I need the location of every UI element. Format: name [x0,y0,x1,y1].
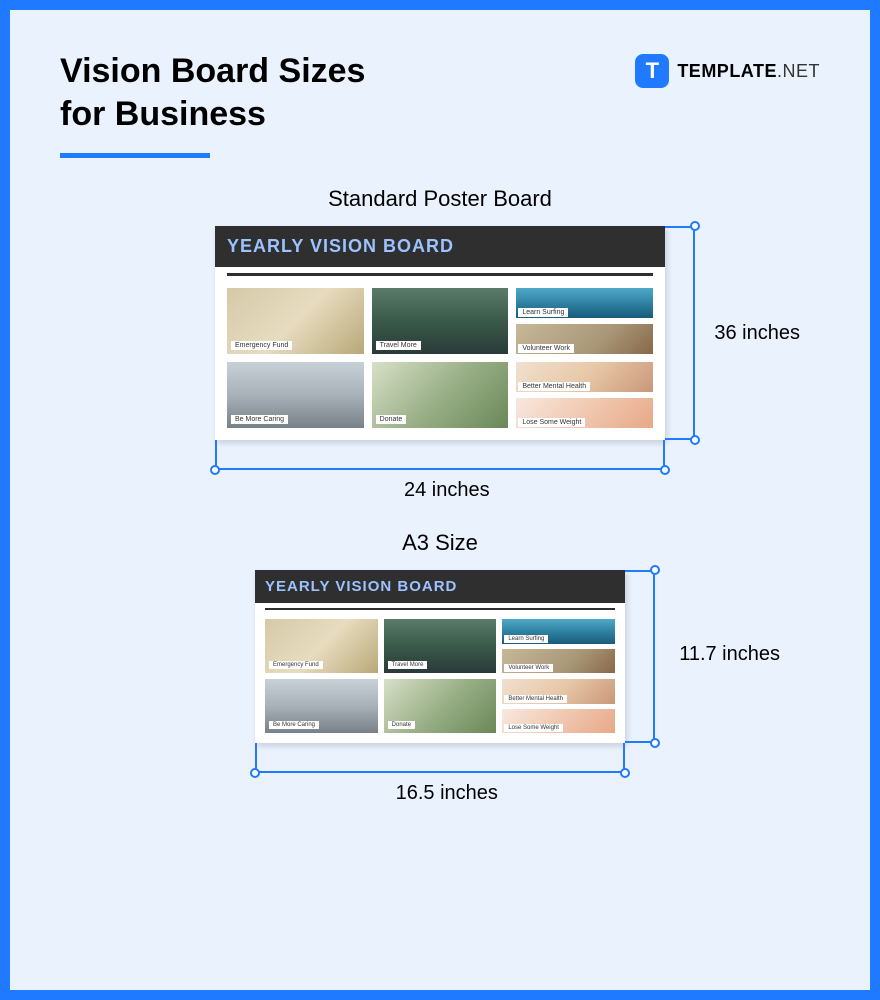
section-a3: A3 Size YEARLY VISION BOARD Emergency Fu… [60,530,820,743]
tile: Volunteer Work [502,649,615,674]
tile: Travel More [384,619,497,673]
tile: Lose Some Weight [516,398,653,428]
board-divider [265,608,615,610]
dim-dot-icon [650,565,660,575]
dim-dot-icon [690,221,700,231]
dim-dot-icon [690,435,700,445]
tile-caption: Donate [388,721,415,729]
tile-caption: Lose Some Weight [518,418,585,427]
board-grid: Emergency Fund Travel More Learn Surfing… [215,284,665,440]
board-standard: YEARLY VISION BOARD Emergency Fund Trave… [215,226,665,440]
brand-name-bold: TEMPLATE [677,61,777,81]
dim-dot-icon [210,465,220,475]
section-title: Standard Poster Board [60,186,820,212]
tile-caption: Be More Caring [231,415,288,424]
tile: Learn Surfing [516,288,653,318]
tile: Donate [372,362,509,428]
dim-label-height: 11.7 inches [679,643,780,666]
tile-caption: Volunteer Work [518,344,574,353]
tile: Be More Caring [227,362,364,428]
title-line-2: for Business [60,95,266,133]
dim-dot-icon [660,465,670,475]
tile-caption: Volunteer Work [504,664,553,672]
tile: Learn Surfing [502,619,615,644]
dim-dot-icon [650,738,660,748]
tile-col: Better Mental Health Lose Some Weight [502,679,615,733]
dim-line-h [215,468,665,470]
tile: Emergency Fund [265,619,378,673]
header-row: Vision Board Sizes for Business T TEMPLA… [60,50,820,158]
brand-logo-icon: T [635,54,669,88]
tile-caption: Learn Surfing [504,635,548,643]
tile-col: Learn Surfing Volunteer Work [516,288,653,354]
tile-caption: Be More Caring [269,721,319,729]
board-divider [227,273,653,276]
tile-caption: Travel More [388,661,428,669]
title-block: Vision Board Sizes for Business [60,50,365,158]
tile-caption: Emergency Fund [231,341,292,350]
tile: Lose Some Weight [502,709,615,734]
page-title: Vision Board Sizes for Business [60,50,365,135]
board-header: YEARLY VISION BOARD [215,226,665,267]
tile-col: Better Mental Health Lose Some Weight [516,362,653,428]
tile-caption: Donate [376,415,407,424]
dim-label-height: 36 inches [714,322,800,345]
brand: T TEMPLATE.NET [635,54,820,88]
dim-line-h [255,771,625,773]
tile-caption: Emergency Fund [269,661,323,669]
tile-caption: Better Mental Health [504,695,567,703]
board-wrap-1: YEARLY VISION BOARD Emergency Fund Trave… [215,226,665,440]
section-title: A3 Size [60,530,820,556]
tile: Travel More [372,288,509,354]
page-frame: Vision Board Sizes for Business T TEMPLA… [0,0,880,1000]
board-wrap-2: YEARLY VISION BOARD Emergency Fund Trave… [255,570,625,743]
brand-name-thin: .NET [777,61,820,81]
section-standard: Standard Poster Board YEARLY VISION BOAR… [60,186,820,440]
tile: Better Mental Health [502,679,615,704]
brand-text: TEMPLATE.NET [677,61,820,82]
dim-label-width: 16.5 inches [396,782,498,805]
title-line-1: Vision Board Sizes [60,52,365,90]
board-a3: YEARLY VISION BOARD Emergency Fund Trave… [255,570,625,743]
title-underline [60,153,210,158]
tile-caption: Learn Surfing [518,308,568,317]
tile: Donate [384,679,497,733]
board-header: YEARLY VISION BOARD [255,570,625,603]
tile-col: Learn Surfing Volunteer Work [502,619,615,673]
dim-line-v [653,570,655,743]
dim-line-v [693,226,695,440]
tile: Emergency Fund [227,288,364,354]
tile: Volunteer Work [516,324,653,354]
tile-caption: Travel More [376,341,421,350]
dim-dot-icon [250,768,260,778]
dim-dot-icon [620,768,630,778]
board-grid: Emergency Fund Travel More Learn Surfing… [255,616,625,743]
dim-label-width: 24 inches [404,479,490,502]
tile: Better Mental Health [516,362,653,392]
tile-caption: Better Mental Health [518,382,590,391]
tile: Be More Caring [265,679,378,733]
tile-caption: Lose Some Weight [504,724,563,732]
